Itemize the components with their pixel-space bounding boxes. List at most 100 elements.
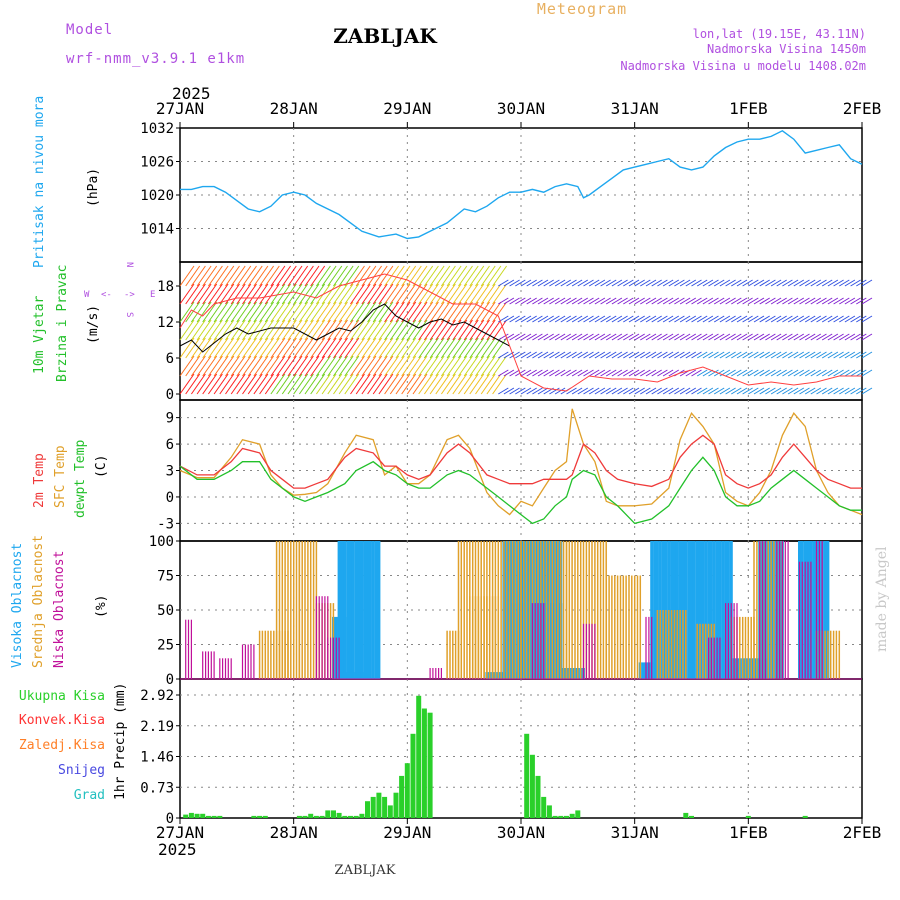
wind-barb [861,351,873,359]
wind-barb [543,279,554,287]
wind-barb [861,369,873,377]
wind-barb [759,369,770,377]
wind-barb [833,279,844,287]
wind-barb [498,351,509,359]
precip-bar [376,792,382,818]
wind-barb [270,301,286,323]
wind-barb [213,355,229,377]
wind-barb [315,301,331,323]
wind-barb [770,297,782,305]
wind-barb [776,279,787,287]
wind-barb [696,369,708,377]
wind-barb [810,351,822,359]
wind-barb [600,315,611,323]
wind-barb [645,351,657,359]
wind-barb [583,387,594,395]
wind-barb [236,337,252,359]
wind-barb [844,387,856,395]
cloud-y-tick-label: 0 [166,672,174,688]
wind-barb [298,301,314,323]
wind-barb [702,369,714,377]
wind-barb [338,355,354,377]
wind-barb [298,355,314,377]
wind-barb [628,351,640,359]
pressure-y-tick-label: 1026 [140,155,174,171]
wind-barb [298,337,314,359]
wind-barb [753,279,765,287]
wind-barb [827,333,839,341]
wind-barb [242,283,257,305]
wind-barb [594,279,606,287]
wind-barb [515,315,526,323]
wind-barb [350,355,365,377]
wind-barb [219,265,235,287]
wind-barb [310,301,326,323]
wind-barb [588,297,600,305]
wind-barb [395,355,411,377]
wind-barb [770,351,782,359]
wind-barb [623,279,634,287]
wind-barb [264,265,280,287]
wind-barb [321,373,337,395]
wind-barb [503,369,515,377]
wind-barb [702,279,714,287]
wind-barb [480,319,496,341]
wind-barb [327,337,343,359]
wind-barb [554,387,566,395]
wind-barb [577,279,589,287]
wind-barb [583,369,594,377]
wind-barb [293,373,309,395]
precip-legend: Ukupna Kisa Konvek.Kisa Zaledj.Kisa Snij… [19,689,105,803]
wind-barb [423,301,439,323]
wind-barb [651,387,662,395]
wind-barb [782,387,793,395]
wind-barb [577,333,589,341]
wind-barb [207,355,223,377]
wind-barb [321,355,337,377]
wind-barb [520,297,532,305]
wind-barb [287,283,303,305]
wind-barb [202,283,218,305]
wind-barb [406,373,422,395]
wind-barb [458,319,473,341]
wind-barb [230,337,246,359]
wind-barb [395,337,411,359]
wind-barb [315,373,331,395]
wind-barb [708,351,719,359]
precip-bar [296,815,302,818]
wind-barb [640,279,651,287]
pressure-unit-label: (hPa) [86,168,101,207]
wind-barb [696,333,708,341]
wind-barb [537,315,549,323]
wind-barb [503,279,515,287]
wind-barb [793,315,805,323]
wind-barb [372,337,388,359]
cloud-y-tick-label: 100 [149,534,174,550]
wind-barb [679,387,691,395]
wind-barb [344,301,360,323]
wind-barb [742,369,753,377]
wind-barb [207,373,223,395]
wind-barb [423,265,439,287]
wind-barb [395,301,411,323]
wind-barb [532,333,543,341]
wind-barb [276,319,292,341]
wind-barb [475,355,490,377]
pressure-line [180,129,863,240]
wind-barb [367,283,383,305]
wind-barb [367,373,383,395]
wind-barb [469,373,485,395]
wind-barb [736,333,748,341]
wind-barb [571,315,583,323]
wind-barb [384,283,400,305]
precip-bar [336,812,342,818]
wind-barb [685,297,697,305]
wind-barb [793,369,805,377]
wind-barb [247,319,263,341]
wind-barb [787,369,799,377]
pressure-series-label: Pritisak na nivou mora [32,96,47,268]
wind-barb [480,337,496,359]
wind-barb [856,369,867,377]
cloud-y-tick-label: 25 [157,638,174,654]
wind-barb [827,387,839,395]
